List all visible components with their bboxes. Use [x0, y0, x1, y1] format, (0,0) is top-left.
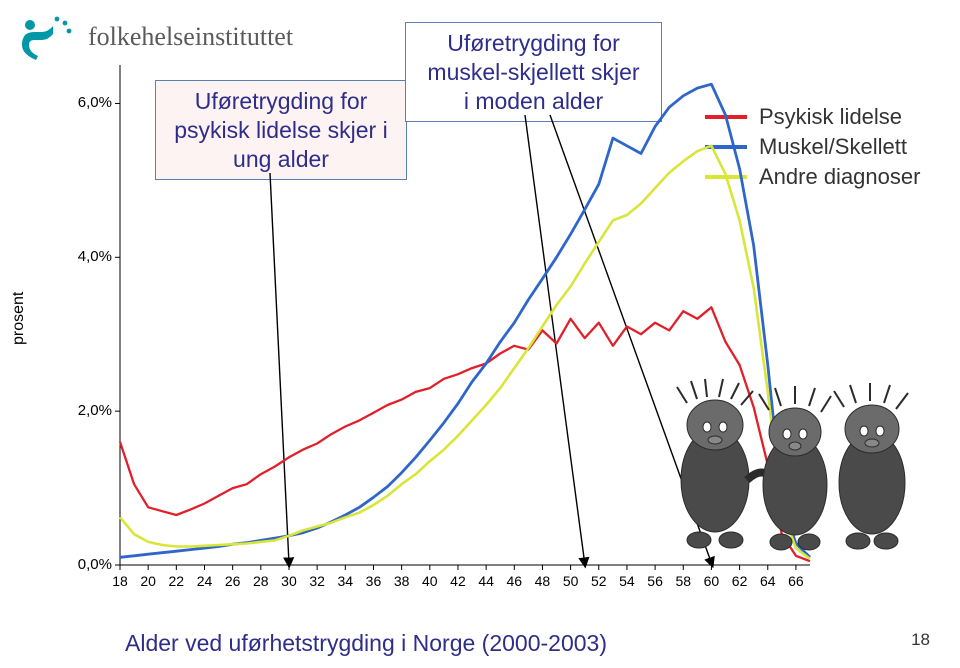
- axis-label-y: prosent: [10, 292, 28, 345]
- axis-tick-x: 34: [338, 573, 354, 589]
- axis-tick-x: 18: [112, 573, 128, 589]
- axis-tick-x: 28: [253, 573, 269, 589]
- decorative-illustration: [650, 370, 930, 560]
- axis-tick-x: 48: [535, 573, 551, 589]
- axis-tick-x: 62: [732, 573, 748, 589]
- axis-tick-x: 46: [506, 573, 522, 589]
- axis-tick-x: 32: [309, 573, 325, 589]
- axis-tick-x: 52: [591, 573, 607, 589]
- axis-tick-x: 20: [140, 573, 156, 589]
- axis-tick-x: 38: [394, 573, 410, 589]
- axis-tick-x: 64: [760, 573, 776, 589]
- axis-tick-x: 22: [169, 573, 185, 589]
- axis-tick-x: 26: [225, 573, 241, 589]
- axis-tick-x: 50: [563, 573, 579, 589]
- axis-tick-y: 2,0%: [62, 402, 112, 419]
- axis-tick-x: 54: [619, 573, 635, 589]
- annotation-line: Uføretrygding for: [416, 29, 651, 58]
- axis-tick-y: 0,0%: [62, 556, 112, 573]
- axis-tick-x: 58: [675, 573, 691, 589]
- axis-tick-x: 42: [450, 573, 466, 589]
- page-number: 18: [911, 630, 930, 650]
- axis-tick-x: 40: [422, 573, 438, 589]
- axis-tick-x: 66: [788, 573, 804, 589]
- axis-tick-x: 30: [281, 573, 297, 589]
- axis-tick-x: 24: [197, 573, 213, 589]
- logo-text: folkehelseinstituttet: [88, 22, 293, 52]
- axis-tick-y: 4,0%: [62, 248, 112, 265]
- axis-tick-x: 56: [647, 573, 663, 589]
- slide: { "logo_text": "folkehelseinstituttet", …: [0, 0, 960, 668]
- axis-tick-x: 36: [366, 573, 382, 589]
- chart-caption: Alder ved uførhetstrygding i Norge (2000…: [125, 630, 607, 657]
- axis-tick-y: 6,0%: [62, 94, 112, 111]
- axis-tick-x: 60: [704, 573, 720, 589]
- axis-tick-x: 44: [478, 573, 494, 589]
